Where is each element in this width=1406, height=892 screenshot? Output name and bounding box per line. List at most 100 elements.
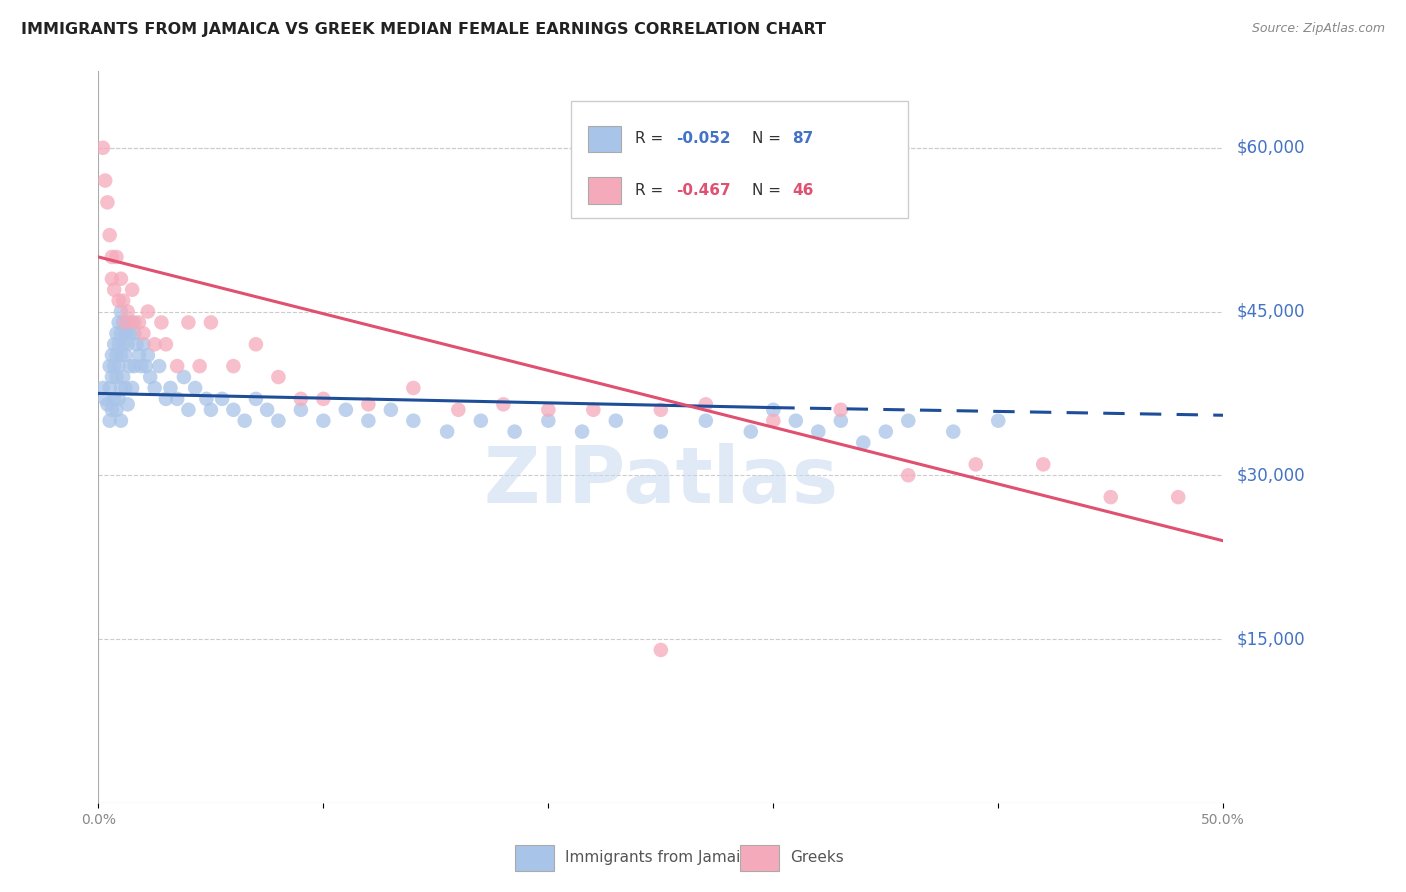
Point xyxy=(245,337,267,351)
Point xyxy=(166,359,188,373)
Point xyxy=(103,337,125,351)
Point xyxy=(256,402,278,417)
Point xyxy=(105,370,128,384)
Point xyxy=(124,315,146,329)
Point xyxy=(830,414,852,428)
Point xyxy=(173,370,195,384)
Point xyxy=(1167,490,1189,504)
Point xyxy=(98,359,121,373)
Point xyxy=(103,359,125,373)
Point xyxy=(200,315,222,329)
Point xyxy=(114,381,136,395)
Point xyxy=(503,425,526,439)
Point xyxy=(762,414,785,428)
Text: $60,000: $60,000 xyxy=(1237,139,1306,157)
Point xyxy=(105,402,128,417)
Point xyxy=(117,337,139,351)
Point xyxy=(233,414,256,428)
Point xyxy=(96,195,118,210)
Point xyxy=(380,402,402,417)
Point xyxy=(135,359,157,373)
Point xyxy=(290,402,312,417)
Point xyxy=(101,402,124,417)
Point xyxy=(125,337,148,351)
Point xyxy=(875,425,897,439)
Point xyxy=(110,348,132,362)
Point xyxy=(897,468,920,483)
Point xyxy=(105,348,128,362)
Point xyxy=(852,435,875,450)
Point xyxy=(136,304,159,318)
Text: ZIPatlas: ZIPatlas xyxy=(484,443,838,519)
Point xyxy=(177,315,200,329)
FancyBboxPatch shape xyxy=(588,126,621,153)
Point xyxy=(118,359,141,373)
Point xyxy=(110,381,132,395)
Point xyxy=(101,250,124,264)
Point xyxy=(312,392,335,406)
Point xyxy=(110,272,132,286)
Point xyxy=(101,348,124,362)
Point xyxy=(650,425,672,439)
Point xyxy=(470,414,492,428)
Point xyxy=(195,392,218,406)
Point xyxy=(537,402,560,417)
Point xyxy=(117,304,139,318)
Point xyxy=(107,392,129,406)
Point xyxy=(402,414,425,428)
Point xyxy=(357,414,380,428)
Point xyxy=(121,283,143,297)
Point xyxy=(537,414,560,428)
Text: N =: N = xyxy=(752,183,786,198)
Point xyxy=(121,381,143,395)
Point xyxy=(211,392,233,406)
Point xyxy=(103,392,125,406)
Point xyxy=(830,402,852,417)
Point xyxy=(94,173,117,187)
Point xyxy=(107,359,129,373)
Text: 46: 46 xyxy=(793,183,814,198)
Point xyxy=(101,370,124,384)
Point xyxy=(112,315,135,329)
Point xyxy=(124,359,146,373)
FancyBboxPatch shape xyxy=(588,178,621,203)
Point xyxy=(166,392,188,406)
Text: R =: R = xyxy=(636,183,668,198)
Point xyxy=(143,381,166,395)
Point xyxy=(267,414,290,428)
Point xyxy=(965,458,987,472)
Text: Immigrants from Jamaica: Immigrants from Jamaica xyxy=(565,850,758,865)
Point xyxy=(1032,458,1054,472)
Point xyxy=(132,337,155,351)
Point xyxy=(124,326,146,341)
Point xyxy=(128,348,150,362)
Point xyxy=(200,402,222,417)
Point xyxy=(159,381,181,395)
Point xyxy=(91,381,114,395)
Point xyxy=(98,228,121,243)
Point xyxy=(335,402,357,417)
Point xyxy=(222,402,245,417)
Point xyxy=(98,414,121,428)
Point xyxy=(98,381,121,395)
Point xyxy=(605,414,627,428)
Point xyxy=(105,250,128,264)
FancyBboxPatch shape xyxy=(515,846,554,871)
Point xyxy=(650,402,672,417)
Point xyxy=(110,304,132,318)
Point xyxy=(785,414,807,428)
Point xyxy=(184,381,207,395)
Point xyxy=(222,359,245,373)
Point xyxy=(155,392,177,406)
Point xyxy=(148,359,170,373)
Point xyxy=(117,315,139,329)
Point xyxy=(110,326,132,341)
Point xyxy=(103,283,125,297)
Point xyxy=(188,359,211,373)
Point xyxy=(110,414,132,428)
Point xyxy=(150,315,173,329)
Text: N =: N = xyxy=(752,131,786,146)
Text: $15,000: $15,000 xyxy=(1237,630,1306,648)
Point xyxy=(177,402,200,417)
Point xyxy=(96,397,118,411)
